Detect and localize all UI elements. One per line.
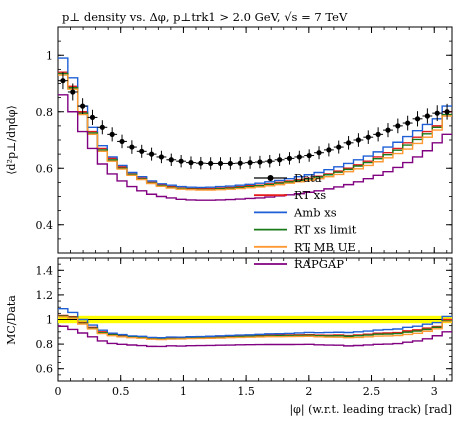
legend-label-rapgap: RAPGAP (294, 257, 344, 271)
data-point (60, 78, 66, 84)
data-point (227, 160, 233, 167)
data-point (237, 160, 243, 166)
data-point (395, 123, 401, 129)
data-point (414, 116, 421, 122)
ratio-rapgap-line (58, 325, 452, 348)
data-point (296, 154, 302, 160)
data-point (336, 144, 342, 150)
data-point (217, 160, 224, 167)
data-point (267, 158, 273, 164)
legend-label-amb-xs: Amb xs (293, 205, 337, 219)
ratio-y-tick-label: 0.8 (36, 338, 54, 351)
main-y-tick-label: 1 (46, 49, 53, 62)
data-point (365, 134, 371, 140)
data-point (326, 147, 332, 153)
data-point (178, 158, 184, 164)
data-point (198, 160, 204, 166)
data-point (306, 152, 312, 159)
plot-title: p⊥ density vs. Δφ, p⊥trk1 > 2.0 GeV, √s … (62, 10, 348, 24)
main-y-tick-label: 0.6 (36, 162, 54, 175)
series-rt-xs-limit-line (58, 72, 452, 191)
x-tick-label: 2 (305, 385, 312, 398)
ratio-y-axis-title: MC/Data (5, 295, 18, 345)
data-point (70, 89, 76, 95)
x-axis-title: |φ| (w.r.t. leading track) [rad] (289, 403, 452, 417)
data-point (316, 150, 322, 156)
data-point (168, 157, 174, 163)
series-amb-xs-line (58, 57, 452, 189)
ratio-amb-xs-line (58, 307, 452, 339)
x-tick-label: 1 (180, 385, 187, 398)
main-panel (57, 26, 453, 254)
data-point (286, 155, 293, 161)
data-point (345, 140, 352, 146)
x-tick-label: 0 (55, 385, 62, 398)
legend-marker-data (267, 175, 274, 181)
ratio-y-tick-label: 0.6 (36, 363, 54, 376)
main-y-tick-label: 0.4 (36, 219, 54, 232)
data-point (109, 131, 115, 137)
x-tick-label: 0.5 (112, 385, 130, 398)
data-point (277, 157, 283, 163)
data-point (139, 148, 145, 154)
data-point (158, 154, 165, 160)
legend-label-data: Data (294, 171, 322, 185)
main-panel-frame (57, 26, 453, 254)
data-point (148, 151, 155, 157)
ratio-y-tick-label: 1.2 (36, 289, 54, 302)
main-y-tick-label: 0.8 (36, 106, 54, 119)
data-point (434, 110, 440, 116)
data-point (444, 109, 450, 115)
data-point (424, 113, 430, 119)
x-tick-label: 2.5 (363, 385, 381, 398)
legend: Data RT xs Amb xs RT xs limit RT MB UE RAPGAP (254, 171, 357, 271)
legend-label-rt-mb-ue: RT MB UE (294, 240, 356, 254)
data-point (119, 138, 125, 145)
data-point (129, 144, 135, 150)
data-point (375, 131, 381, 137)
data-point (99, 124, 105, 130)
legend-label-rt-xs-limit: RT xs limit (294, 223, 357, 237)
series-rt-mb-ue-line (58, 74, 452, 191)
ratio-y-tick-label: 1 (46, 314, 53, 327)
main-y-axis-title: ⟨d²p⊥/dηdφ⟩ (5, 105, 18, 175)
ratio-rt-mb-ue-line (58, 316, 452, 341)
data-point (247, 160, 253, 166)
x-tick-label: 1.5 (237, 385, 255, 398)
x-tick-label: 3 (431, 385, 438, 398)
data-point (405, 120, 411, 126)
ratio-y-tick-label: 1.4 (36, 264, 54, 277)
data-point (257, 159, 263, 165)
data-point (208, 160, 214, 167)
data-point (80, 103, 86, 109)
data-point (89, 114, 96, 120)
data-point (188, 160, 194, 166)
data-point (385, 127, 391, 133)
series-rapgap-line (58, 94, 452, 201)
data-point (355, 137, 362, 143)
legend-label-rt-xs: RT xs (294, 188, 326, 202)
